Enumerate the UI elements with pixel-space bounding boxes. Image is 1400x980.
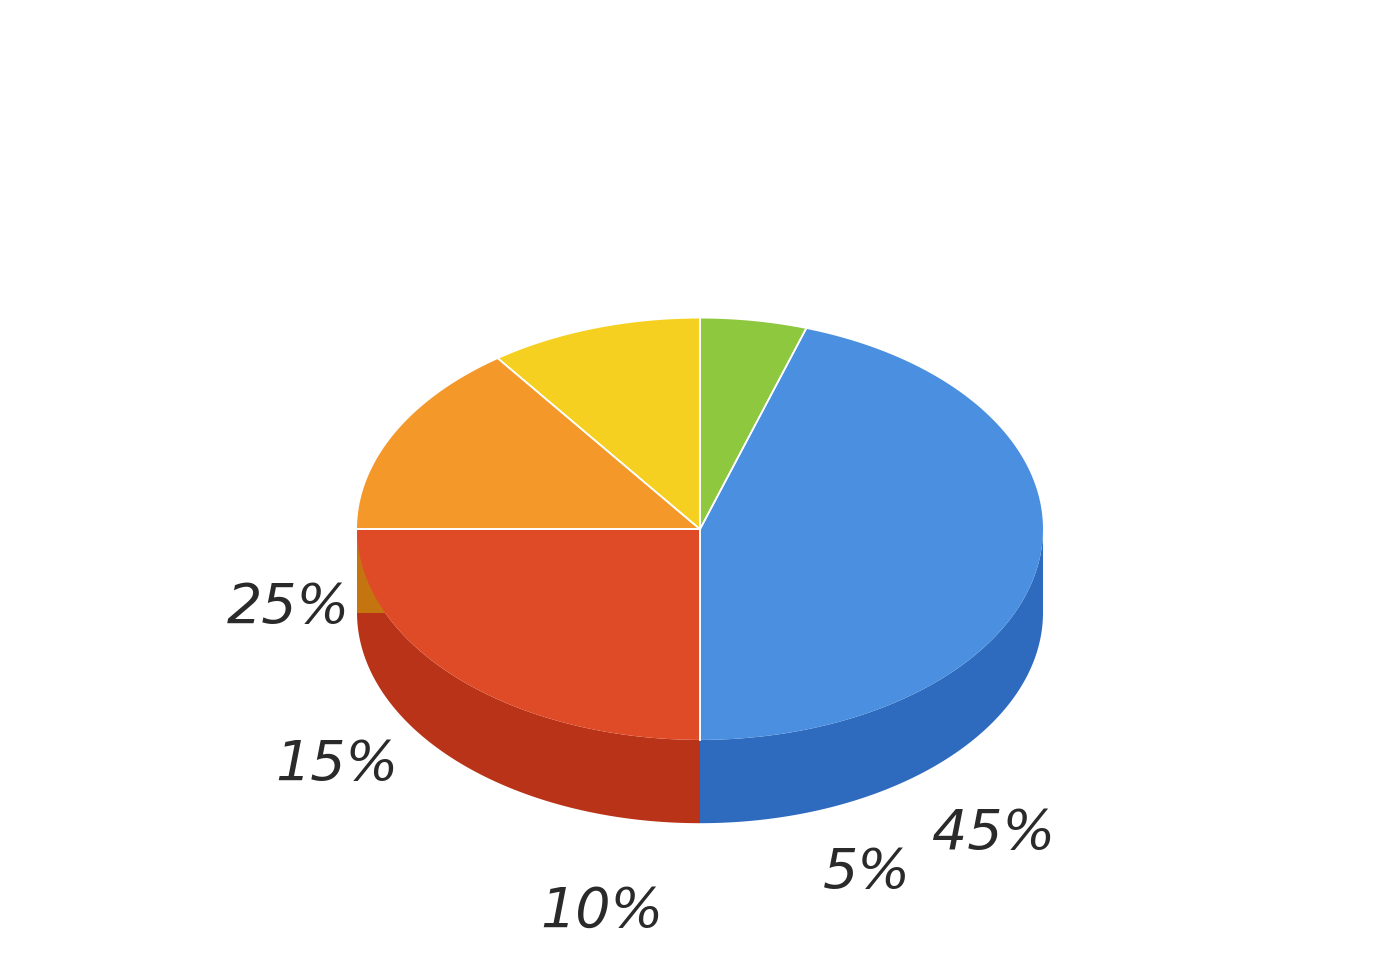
Polygon shape — [700, 531, 1043, 823]
Text: 5%: 5% — [823, 846, 910, 899]
Polygon shape — [700, 329, 1043, 740]
Text: 45%: 45% — [932, 807, 1056, 859]
Text: 25%: 25% — [227, 581, 350, 634]
Polygon shape — [357, 529, 700, 740]
Polygon shape — [357, 529, 700, 612]
Text: 15%: 15% — [276, 738, 399, 791]
Polygon shape — [498, 318, 700, 529]
Text: 10%: 10% — [540, 885, 664, 938]
Polygon shape — [357, 529, 700, 823]
Polygon shape — [357, 529, 700, 612]
Polygon shape — [700, 318, 806, 529]
Polygon shape — [357, 359, 700, 529]
